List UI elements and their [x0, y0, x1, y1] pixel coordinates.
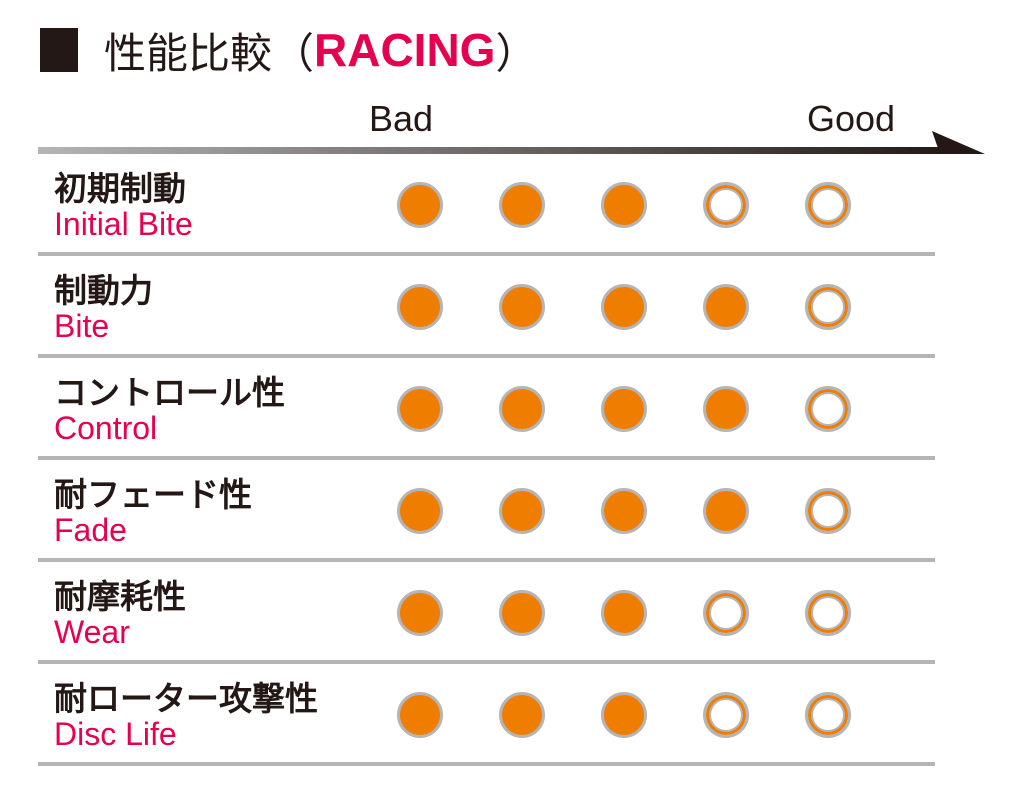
row-label-jp: 制動力	[54, 271, 153, 310]
empty-rating-dot	[703, 182, 749, 228]
scale-arrow-icon	[38, 131, 985, 154]
row-label-jp: 初期制動	[54, 169, 186, 208]
title-highlight: RACING	[314, 24, 496, 76]
row-divider	[38, 252, 935, 256]
chart-title: 性能比較（ RACING）	[40, 20, 537, 80]
title-suffix: ）	[495, 28, 538, 78]
filled-rating-dot	[601, 182, 647, 228]
empty-rating-dot	[805, 182, 851, 228]
empty-rating-dot	[805, 692, 851, 738]
filled-rating-dot	[601, 488, 647, 534]
rating-row: 初期制動 Initial Bite	[38, 154, 935, 256]
filled-rating-dot	[703, 488, 749, 534]
rating-row: 耐ローター攻撃性 Disc Life	[38, 664, 935, 766]
filled-rating-dot	[499, 590, 545, 636]
filled-rating-dot	[397, 692, 443, 738]
empty-rating-dot	[805, 590, 851, 636]
filled-rating-dot	[601, 692, 647, 738]
filled-rating-dot	[703, 386, 749, 432]
filled-rating-dot	[397, 488, 443, 534]
filled-rating-dot	[601, 590, 647, 636]
row-label-en: Bite	[54, 308, 110, 344]
empty-rating-dot	[805, 386, 851, 432]
empty-rating-dot	[805, 284, 851, 330]
row-label-en: Control	[54, 410, 158, 446]
empty-rating-dot	[703, 590, 749, 636]
filled-rating-dot	[397, 182, 443, 228]
filled-rating-dot	[397, 386, 443, 432]
row-divider	[38, 660, 935, 664]
filled-rating-dot	[397, 590, 443, 636]
row-divider	[38, 762, 935, 766]
row-divider	[38, 558, 935, 562]
row-label-jp: 耐ローター攻撃性	[54, 679, 318, 718]
empty-rating-dot	[805, 488, 851, 534]
square-bullet-icon	[40, 28, 78, 72]
scale-good-label: Good	[807, 98, 896, 139]
filled-rating-dot	[601, 386, 647, 432]
rating-row: コントロール性 Control	[38, 358, 935, 460]
filled-rating-dot	[601, 284, 647, 330]
row-label-en: Initial Bite	[54, 206, 193, 242]
rating-row: 制動力 Bite	[38, 256, 935, 358]
row-label-en: Fade	[54, 512, 127, 548]
row-label-en: Disc Life	[54, 716, 177, 752]
scale-bad-label: Bad	[369, 98, 434, 139]
filled-rating-dot	[499, 182, 545, 228]
filled-rating-dot	[397, 284, 443, 330]
row-divider	[38, 354, 935, 358]
row-label-jp: コントロール性	[54, 373, 285, 412]
filled-rating-dot	[703, 284, 749, 330]
filled-rating-dot	[499, 386, 545, 432]
empty-rating-dot	[703, 692, 749, 738]
row-label-jp: 耐摩耗性	[54, 577, 186, 616]
rating-row: 耐摩耗性 Wear	[38, 562, 935, 664]
row-label-en: Wear	[54, 614, 130, 650]
row-label-jp: 耐フェード性	[54, 475, 252, 514]
title-text: 性能比較（	[104, 28, 315, 78]
row-divider	[38, 456, 935, 460]
filled-rating-dot	[499, 488, 545, 534]
filled-rating-dot	[499, 692, 545, 738]
rating-row: 耐フェード性 Fade	[38, 460, 935, 562]
filled-rating-dot	[499, 284, 545, 330]
